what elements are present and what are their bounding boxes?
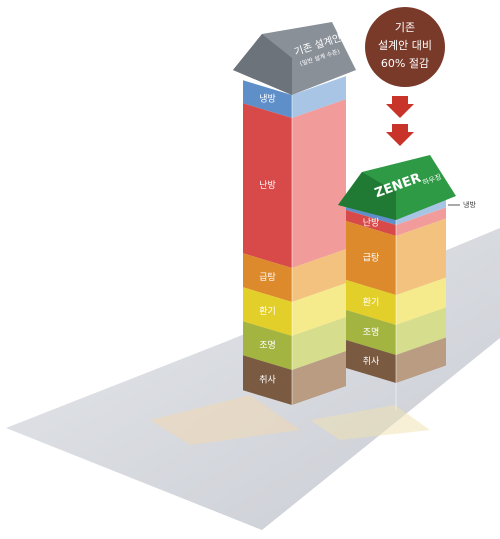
segment-right-face: [292, 76, 346, 118]
segment-left-face: [243, 253, 292, 302]
segment-left-face: [243, 103, 292, 268]
segment-label: 취사: [259, 375, 276, 386]
segment-left-face: [346, 340, 396, 383]
side-label: 냉방: [463, 200, 476, 209]
arrow: [386, 124, 414, 146]
segment-right-face: [396, 218, 446, 295]
segment-right-face: [396, 337, 446, 383]
segment-label: 환기: [259, 305, 276, 317]
segment-right-face: [292, 249, 346, 302]
roof-side: [338, 172, 396, 220]
segment-left-face: [243, 355, 292, 405]
segment-label: 환기: [363, 296, 380, 308]
segment-right-face: [396, 277, 446, 325]
segment-label: 난방: [259, 180, 276, 191]
roof-side: [233, 34, 292, 95]
segment-right-face: [292, 351, 346, 405]
segment-left-face: [346, 221, 396, 295]
segment-right-face: [396, 307, 446, 355]
segment-right-face: [292, 99, 346, 268]
callout-text: 기존: [395, 21, 415, 34]
reflection: [150, 395, 300, 445]
segment-label: 난방: [363, 218, 380, 229]
segment-label: 취사: [363, 356, 380, 367]
segment-right-face: [396, 207, 446, 236]
segment-label: 조명: [363, 327, 380, 338]
reflection: [310, 405, 430, 440]
segment-right-face: [396, 199, 446, 225]
segment-right-face: [292, 283, 346, 336]
segment-label: 급탕: [363, 253, 380, 264]
segment-label: 조명: [259, 340, 276, 351]
segment-left-face: [346, 210, 396, 236]
callout-text: 설계안 대비: [378, 39, 432, 52]
arrow: [386, 96, 414, 118]
callout-text: 60% 절감: [381, 57, 429, 70]
segment-right-face: [292, 317, 346, 370]
segment-label: 냉방: [259, 94, 276, 105]
segment-label: 급탕: [259, 272, 276, 283]
segment-left-face: [243, 321, 292, 370]
segment-left-face: [243, 80, 292, 118]
segment-left-face: [243, 287, 292, 336]
callout-circle: [365, 7, 445, 87]
